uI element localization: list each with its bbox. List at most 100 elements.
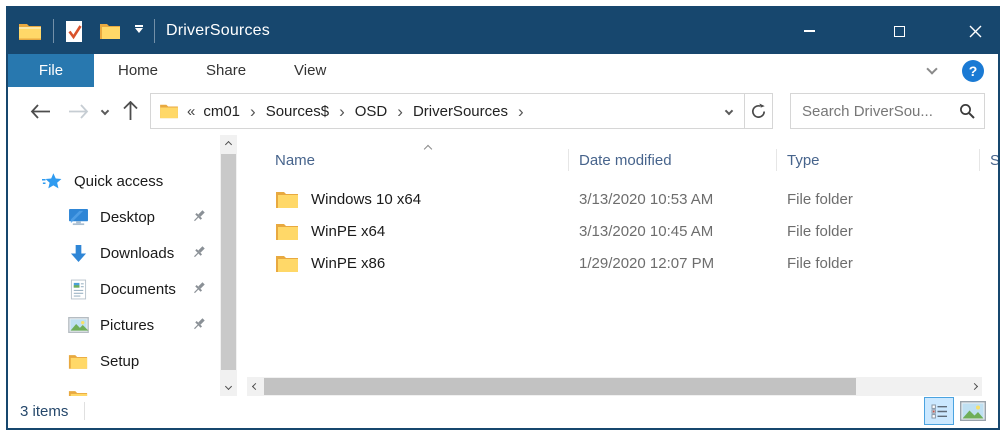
sort-ascending-icon (423, 139, 433, 156)
file-date-modified: 1/29/2020 12:07 PM (579, 254, 715, 272)
folder-icon (66, 353, 90, 370)
thumbnail-view-icon (960, 401, 986, 421)
titlebar-separator (53, 19, 54, 43)
sidebar-item-setup[interactable]: Setup (8, 343, 220, 379)
pin-icon (192, 209, 206, 227)
minimize-button[interactable] (786, 8, 832, 54)
sidebar-item-desktop[interactable]: Desktop (8, 199, 220, 235)
tab-view[interactable]: View (294, 62, 327, 79)
file-explorer-app-icon[interactable] (18, 22, 42, 41)
breadcrumb-segment-osd[interactable]: OSD (354, 102, 388, 120)
help-button[interactable]: ? (962, 59, 984, 82)
document-icon (66, 279, 90, 300)
properties-check-icon[interactable] (65, 20, 83, 43)
file-row-winpe-x86[interactable]: WinPE x86 1/29/2020 12:07 PM File folder (247, 247, 998, 279)
sidebar-item-partial[interactable] (8, 379, 220, 396)
ribbon-tab-bar: File Home Share View ? (8, 54, 998, 87)
file-date-modified: 3/13/2020 10:45 AM (579, 222, 714, 240)
sidebar-scrollbar[interactable] (220, 135, 237, 396)
customize-quick-access-caret-icon[interactable] (135, 25, 143, 37)
main-area: Quick access Desktop Downloads (8, 135, 998, 396)
address-dropdown-chevron-icon[interactable] (724, 106, 734, 116)
details-view-button[interactable] (924, 397, 954, 425)
details-view-icon (931, 404, 947, 419)
sidebar-item-quick-access[interactable]: Quick access (8, 163, 220, 199)
window-title: DriverSources (166, 22, 270, 39)
quick-access-star-icon (40, 172, 64, 191)
maximize-icon (893, 25, 905, 37)
titlebar-separator (154, 19, 155, 43)
column-header-row: Name Date modified Type Size (247, 144, 998, 175)
scrollbar-thumb[interactable] (264, 378, 856, 395)
file-row-winpe-x64[interactable]: WinPE x64 3/13/2020 10:45 AM File folder (247, 215, 998, 247)
forward-button[interactable] (68, 103, 89, 119)
breadcrumb-segment-sources[interactable]: Sources$ (265, 102, 330, 120)
file-name: Windows 10 x64 (311, 190, 422, 208)
search-input[interactable] (800, 101, 959, 121)
breadcrumb-collapsed-indicator[interactable]: « (187, 102, 196, 120)
search-magnifier-icon[interactable] (959, 103, 975, 119)
file-row-windows-10-x64[interactable]: Windows 10 x64 3/13/2020 10:53 AM File f… (247, 183, 998, 215)
tab-file[interactable]: File (8, 54, 94, 87)
sidebar-item-pictures[interactable]: Pictures (8, 307, 220, 343)
file-name: WinPE x64 (311, 222, 386, 240)
refresh-icon (752, 102, 766, 118)
close-button[interactable] (952, 8, 998, 54)
breadcrumb-segment-driversources[interactable]: DriverSources (412, 102, 508, 120)
close-icon (969, 25, 981, 37)
file-rows: Windows 10 x64 3/13/2020 10:53 AM File f… (247, 183, 998, 279)
column-header-date-modified[interactable]: Date modified (569, 149, 777, 171)
expand-ribbon-chevron-icon[interactable] (926, 63, 938, 75)
scroll-down-icon[interactable] (220, 382, 237, 391)
sidebar-item-label: Pictures (100, 316, 155, 334)
sidebar-item-documents[interactable]: Documents (8, 271, 220, 307)
column-header-size[interactable]: Size (990, 151, 998, 169)
scroll-left-icon[interactable] (247, 377, 263, 396)
navigation-bar: « cm01 › Sources$ › OSD › DriverSources … (8, 87, 998, 135)
new-folder-icon[interactable] (99, 22, 121, 40)
minimize-icon (803, 30, 815, 32)
pin-icon (192, 281, 206, 299)
breadcrumb-chevron-icon[interactable]: › (250, 101, 256, 121)
recent-locations-chevron-icon[interactable] (100, 106, 110, 116)
back-button[interactable] (30, 103, 51, 119)
address-bar[interactable]: « cm01 › Sources$ › OSD › DriverSources … (150, 93, 745, 129)
desktop-icon (66, 208, 90, 226)
explorer-window: DriverSources File Home Share View ? (6, 6, 1000, 430)
folder-icon (66, 389, 90, 396)
file-type: File folder (787, 222, 853, 240)
sidebar-item-label: Desktop (100, 208, 156, 226)
maximize-button[interactable] (876, 8, 922, 54)
scroll-right-icon[interactable] (966, 377, 982, 396)
tab-share[interactable]: Share (206, 62, 247, 79)
thumbnail-view-button[interactable] (958, 397, 988, 425)
search-box[interactable] (790, 93, 985, 129)
scrollbar-thumb[interactable] (221, 154, 236, 370)
column-header-type[interactable]: Type (777, 149, 980, 171)
horizontal-scrollbar[interactable] (247, 377, 982, 396)
folder-icon (275, 222, 299, 241)
up-button[interactable] (123, 101, 138, 121)
breadcrumb-chevron-icon[interactable]: › (339, 101, 345, 121)
tab-home[interactable]: Home (118, 62, 159, 79)
items-count: 3 items (20, 402, 69, 420)
file-type: File folder (787, 254, 853, 272)
folder-icon (275, 190, 299, 209)
pin-icon (192, 317, 206, 335)
scroll-up-icon[interactable] (220, 140, 237, 149)
navigation-pane: Quick access Desktop Downloads (8, 135, 220, 396)
refresh-button[interactable] (745, 93, 773, 129)
breadcrumb-segment-cm01[interactable]: cm01 (203, 102, 241, 120)
status-separator (84, 402, 86, 420)
downloads-arrow-icon (66, 244, 90, 263)
breadcrumb-chevron-icon[interactable]: › (397, 101, 403, 121)
column-header-name[interactable]: Name (247, 149, 569, 171)
sidebar-item-label: Downloads (100, 244, 175, 262)
file-name: WinPE x86 (311, 254, 386, 272)
title-bar[interactable]: DriverSources (8, 8, 998, 54)
breadcrumb-chevron-icon[interactable]: › (517, 101, 524, 121)
pin-icon (192, 245, 206, 263)
file-list-pane: Name Date modified Type Size Windows 10 … (237, 135, 998, 396)
sidebar-item-downloads[interactable]: Downloads (8, 235, 220, 271)
address-folder-icon (159, 103, 179, 119)
